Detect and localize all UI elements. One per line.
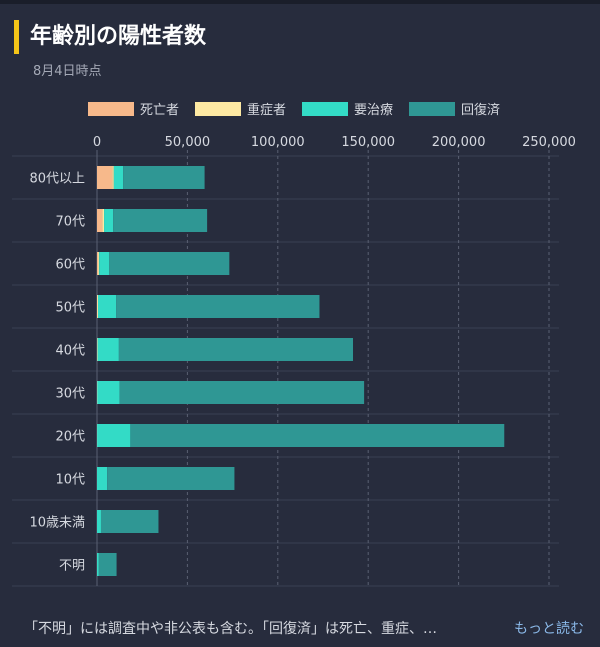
bar-segment	[97, 467, 108, 490]
bar-segment	[99, 252, 110, 275]
legend-label: 重症者	[247, 103, 287, 118]
bar-segment	[104, 209, 114, 232]
bar-segment	[112, 166, 114, 189]
category-label: 10代	[55, 473, 85, 488]
legend-label: 死亡者	[140, 103, 180, 118]
title-accent-bar	[14, 20, 19, 54]
x-tick-label: 0	[93, 135, 101, 150]
read-more-link[interactable]: もっと読む	[514, 621, 584, 637]
x-tick-label: 250,000	[522, 135, 576, 150]
legend-item-deaths[interactable]: 死亡者	[88, 99, 179, 118]
bar-segment	[109, 252, 230, 275]
x-tick-label: 150,000	[341, 135, 395, 150]
bar-segment	[97, 338, 119, 361]
page-title: 年齢別の陽性者数	[30, 24, 207, 49]
category-label: 30代	[55, 387, 85, 402]
as-of-date: 8月4日時点	[33, 64, 102, 79]
bar-segment	[97, 166, 113, 189]
bar-segment	[102, 209, 105, 232]
bar-segment	[97, 252, 99, 275]
legend-swatch	[195, 101, 242, 116]
bar-segment	[116, 295, 320, 318]
bar-segment	[98, 252, 100, 275]
bar-segment	[119, 381, 365, 404]
legend-item-need-treatment[interactable]: 要治療	[302, 99, 393, 118]
category-label: 50代	[55, 301, 85, 316]
bar-segment	[97, 510, 101, 533]
footer-note-row: 「不明」には調査中や非公表も含む。「回復済」は死亡、重症、… もっと読む	[24, 618, 584, 638]
bar-segment	[97, 209, 103, 232]
category-label: 60代	[55, 258, 85, 273]
footer-note: 「不明」には調査中や非公表も含む。「回復済」は死亡、重症、…	[24, 621, 437, 637]
category-label: 40代	[55, 344, 85, 359]
bar-segment	[97, 295, 117, 318]
bar-segment	[98, 553, 117, 576]
bar-segment	[97, 381, 120, 404]
x-tick-label: 100,000	[251, 135, 305, 150]
age-group-bar-chart: 0 50,000 100,000 150,000 200,000 250,000 80代以上…	[12, 135, 576, 587]
legend-item-severe[interactable]: 重症者	[195, 99, 286, 118]
bar-segment	[97, 553, 99, 576]
bar-segment	[100, 510, 159, 533]
legend-swatch	[88, 101, 134, 116]
bar-segment	[123, 166, 205, 189]
category-label: 10歳未満	[29, 516, 85, 531]
category-label: 80代以上	[29, 172, 85, 187]
bar-segment	[130, 424, 505, 447]
legend-label: 要治療	[354, 103, 394, 118]
x-tick-label: 200,000	[432, 135, 486, 150]
x-tick-label: 50,000	[165, 135, 211, 150]
legend-swatch	[409, 101, 456, 116]
chart-legend: 死亡者 重症者 要治療 回復済	[88, 99, 500, 118]
bar-segment	[118, 338, 354, 361]
bar-segment	[97, 295, 98, 318]
bar-segment	[97, 338, 98, 361]
legend-item-recovered[interactable]: 回復済	[409, 99, 500, 118]
bar-segment	[97, 424, 131, 447]
bar-segment	[113, 209, 208, 232]
legend-swatch	[302, 101, 349, 116]
bar-segment	[113, 166, 124, 189]
bar-segment	[97, 295, 98, 318]
category-label: 20代	[55, 430, 85, 445]
category-label: 70代	[55, 215, 85, 230]
bar-segment	[107, 467, 235, 490]
category-label: 不明	[59, 559, 85, 574]
legend-label: 回復済	[461, 103, 501, 118]
